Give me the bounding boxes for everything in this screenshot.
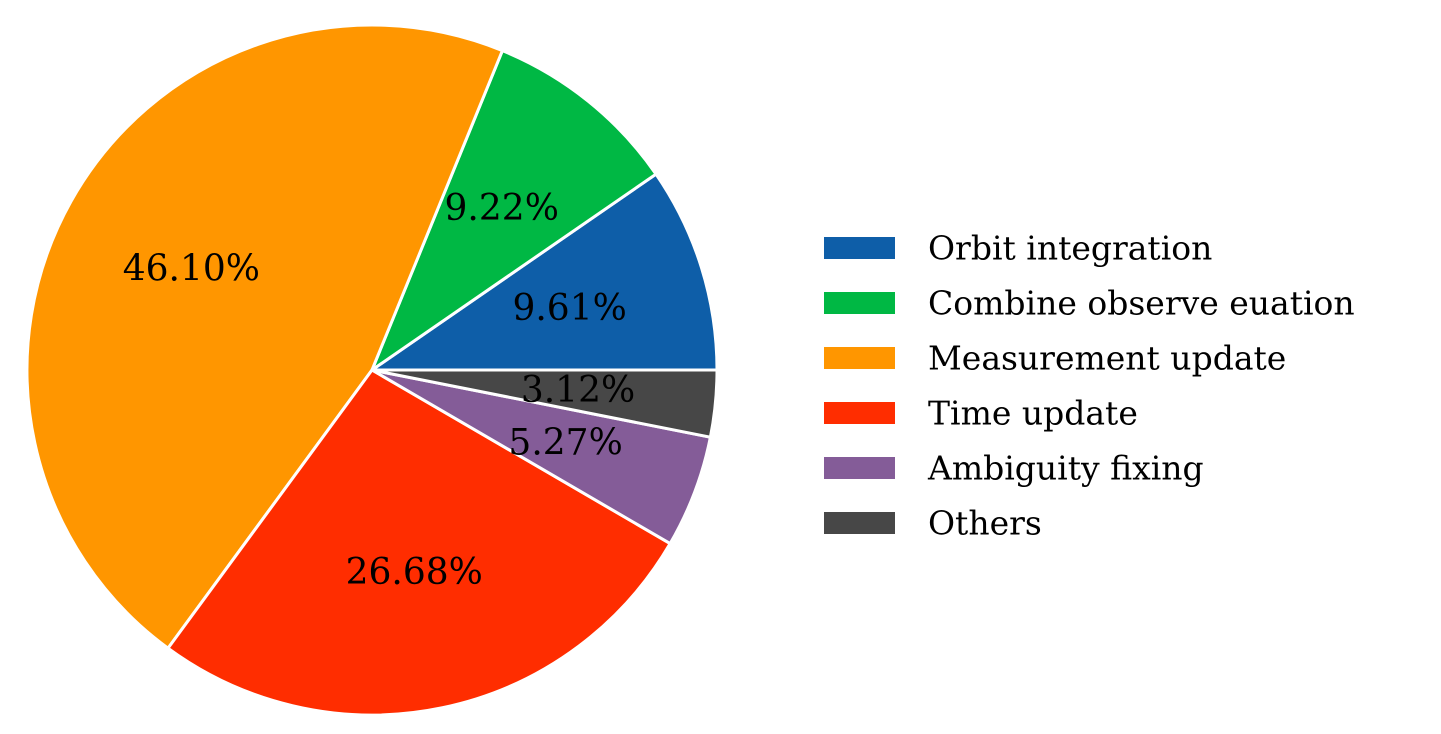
pie-value-label-ambiguity-fixing: 5.27%: [508, 423, 622, 464]
legend-label-ambiguity-fixing: Ambiguity fixing: [927, 449, 1204, 488]
pie-value-label-orbit-integration: 9.61%: [512, 288, 626, 329]
legend-swatch-time-update: [824, 402, 895, 424]
legend-swatch-combine-observe-euation: [824, 292, 895, 314]
legend-swatch-others: [824, 512, 895, 534]
pie-value-label-combine-observe-euation: 9.22%: [445, 188, 559, 229]
pie-slices: [25, 23, 719, 717]
pie-value-label-time-update: 26.68%: [346, 552, 483, 593]
legend-label-others: Others: [928, 504, 1042, 543]
pie-slice-measurement-update: [25, 23, 504, 650]
legend-swatch-measurement-update: [824, 347, 895, 369]
legend-label-combine-observe-euation: Combine observe euation: [928, 284, 1355, 323]
legend: Orbit integration Combine observe euation…: [824, 229, 1355, 543]
pie-slice-combine-observe-euation: [370, 49, 658, 372]
pie-slice-orbit-integration: [370, 172, 719, 372]
pie-value-label-measurement-update: 46.10%: [123, 248, 260, 289]
legend-label-measurement-update: Measurement update: [928, 339, 1286, 378]
pie-slice-time-update: [166, 368, 672, 717]
legend-swatch-orbit-integration: [824, 237, 895, 259]
legend-label-time-update: Time update: [928, 394, 1138, 433]
pie-value-label-others: 3.12%: [521, 370, 635, 411]
legend-label-orbit-integration: Orbit integration: [928, 229, 1212, 268]
pie-slice-others: [370, 368, 719, 439]
pie-value-labels: 9.61% 9.22% 46.10% 26.68% 5.27% 3.12%: [123, 188, 635, 593]
legend-swatch-ambiguity-fixing: [824, 457, 895, 479]
